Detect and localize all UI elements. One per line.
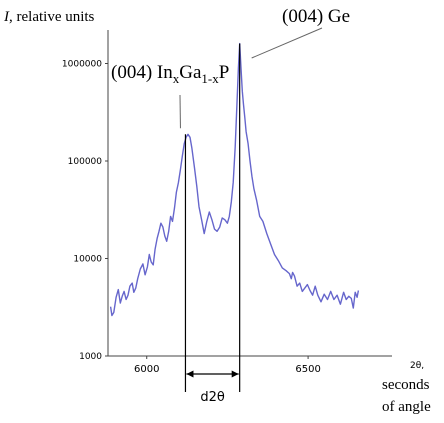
y-tick-label: 10000 <box>73 255 102 265</box>
d2theta-arrowhead-right <box>231 370 239 378</box>
x-axis-label: 2θ, <box>410 361 424 371</box>
y-axis-label-symbol: I <box>3 9 10 25</box>
series-line <box>109 42 360 317</box>
annotation-leader-ge <box>251 27 323 59</box>
d2theta-arrowhead-left <box>186 370 194 378</box>
y-axis-label: I, relative units <box>3 9 95 25</box>
d2theta-label: d2θ <box>200 390 225 405</box>
annotation-ingap-ga: Ga <box>179 62 202 83</box>
annotation-ingap-p: P <box>219 62 230 83</box>
x-tick-label: 6500 <box>295 364 320 375</box>
y-axis-label-text: , relative units <box>9 9 95 25</box>
x-tick-label: 6000 <box>134 364 159 375</box>
annotation-ingap-sub-1x: 1-x <box>201 71 219 86</box>
axis-ticks: 1000 10000 100000 1000000 6000 6500 <box>62 60 321 376</box>
annotation-ge: (004) Ge <box>282 6 350 27</box>
y-tick-label: 100000 <box>68 157 103 167</box>
annotation-ingap-prefix: (004) In <box>111 62 173 83</box>
y-tick-label: 1000 <box>79 352 102 362</box>
x-axis-label-line2: seconds <box>382 377 430 393</box>
annotation-ingap: (004) InxGa1-xP <box>111 62 229 86</box>
y-tick-label: 1000000 <box>62 60 102 70</box>
annotation-ingap-sub-x: x <box>173 71 180 86</box>
x-axis-label-line3: of angle <box>382 399 431 415</box>
